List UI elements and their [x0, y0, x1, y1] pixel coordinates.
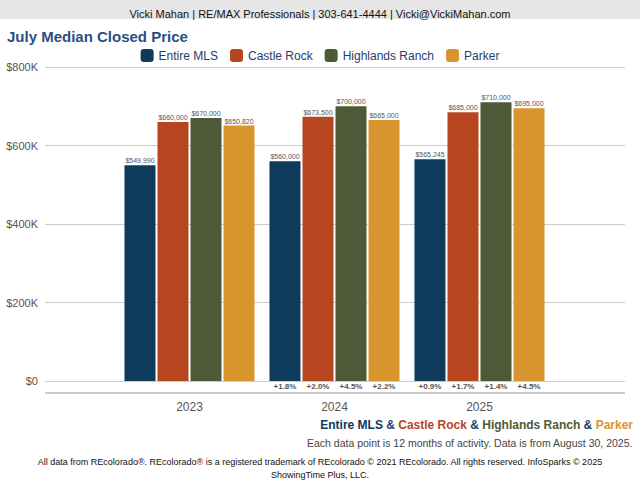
svg-text:&: & [383, 418, 398, 432]
svg-text:Castle Rock: Castle Rock [398, 418, 467, 432]
svg-text:Highlands Ranch: Highlands Ranch [482, 418, 580, 432]
svg-text:$200K: $200K [6, 297, 38, 309]
svg-text:+2.0%: +2.0% [307, 382, 330, 391]
svg-text:$565,245: $565,245 [415, 151, 444, 158]
svg-text:+1.8%: +1.8% [274, 382, 297, 391]
svg-text:$400K: $400K [6, 218, 38, 230]
svg-text:$0: $0 [26, 375, 38, 387]
svg-text:2024: 2024 [321, 400, 348, 414]
svg-text:Entire MLS: Entire MLS [159, 49, 218, 63]
svg-text:$560,000: $560,000 [270, 153, 299, 160]
svg-text:ShowingTime Plus, LLC.: ShowingTime Plus, LLC. [271, 470, 369, 480]
svg-text:$673,500: $673,500 [303, 109, 332, 116]
svg-text:+4.5%: +4.5% [340, 382, 363, 391]
svg-text:+4.5%: +4.5% [518, 382, 541, 391]
svg-text:Parker: Parker [464, 49, 499, 63]
svg-text:$695,000: $695,000 [514, 100, 543, 107]
svg-text:$685,000: $685,000 [448, 104, 477, 111]
svg-text:$700,000: $700,000 [336, 98, 365, 105]
svg-text:+0.9%: +0.9% [419, 382, 442, 391]
svg-text:2023: 2023 [176, 400, 203, 414]
svg-text:+1.7%: +1.7% [452, 382, 475, 391]
svg-text:$710,000: $710,000 [481, 94, 510, 101]
svg-text:July Median Closed Price: July Median Closed Price [7, 28, 188, 45]
svg-text:$650,820: $650,820 [224, 118, 253, 125]
svg-text:Parker: Parker [596, 418, 634, 432]
svg-text:Highlands Ranch: Highlands Ranch [343, 49, 434, 63]
svg-text:Castle Rock: Castle Rock [248, 49, 314, 63]
svg-text:All data from REcolorado®. REc: All data from REcolorado®. REcolorado® i… [38, 457, 602, 467]
svg-text:&: & [467, 418, 482, 432]
svg-text:$600K: $600K [6, 140, 38, 152]
svg-text:$660,000: $660,000 [158, 114, 187, 121]
svg-text:Vicki Mahan | RE/MAX Professio: Vicki Mahan | RE/MAX Professionals | 303… [129, 8, 510, 20]
svg-text:Entire MLS: Entire MLS [320, 418, 383, 432]
svg-text:$549,990: $549,990 [125, 157, 154, 164]
svg-text:Each data point is 12 months o: Each data point is 12 months of activity… [307, 437, 633, 449]
svg-text:$800K: $800K [6, 61, 38, 73]
svg-text:2025: 2025 [466, 400, 493, 414]
svg-text:+2.2%: +2.2% [373, 382, 396, 391]
svg-text:+1.4%: +1.4% [485, 382, 508, 391]
svg-text:&: & [580, 418, 595, 432]
svg-text:$665,000: $665,000 [369, 112, 398, 119]
svg-text:$670,000: $670,000 [191, 110, 220, 117]
